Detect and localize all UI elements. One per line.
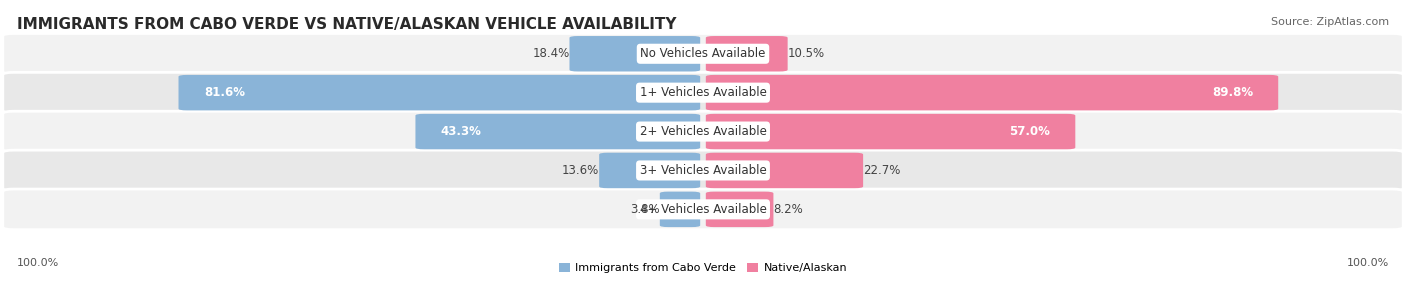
Text: 3.8%: 3.8%	[630, 203, 659, 216]
FancyBboxPatch shape	[3, 189, 1403, 230]
FancyBboxPatch shape	[706, 153, 863, 188]
FancyBboxPatch shape	[706, 114, 1076, 149]
FancyBboxPatch shape	[3, 111, 1403, 152]
Text: 1+ Vehicles Available: 1+ Vehicles Available	[640, 86, 766, 99]
FancyBboxPatch shape	[706, 36, 787, 72]
FancyBboxPatch shape	[659, 192, 700, 227]
FancyBboxPatch shape	[706, 192, 773, 227]
Text: 100.0%: 100.0%	[1347, 258, 1389, 268]
Text: Source: ZipAtlas.com: Source: ZipAtlas.com	[1271, 17, 1389, 27]
FancyBboxPatch shape	[3, 72, 1403, 113]
Text: 18.4%: 18.4%	[533, 47, 569, 60]
Text: 4+ Vehicles Available: 4+ Vehicles Available	[640, 203, 766, 216]
Text: 8.2%: 8.2%	[773, 203, 803, 216]
Text: 57.0%: 57.0%	[1010, 125, 1050, 138]
Text: 2+ Vehicles Available: 2+ Vehicles Available	[640, 125, 766, 138]
FancyBboxPatch shape	[706, 75, 1278, 110]
Text: 10.5%: 10.5%	[787, 47, 825, 60]
Text: No Vehicles Available: No Vehicles Available	[640, 47, 766, 60]
Text: 13.6%: 13.6%	[562, 164, 599, 177]
FancyBboxPatch shape	[415, 114, 700, 149]
FancyBboxPatch shape	[179, 75, 700, 110]
Legend: Immigrants from Cabo Verde, Native/Alaskan: Immigrants from Cabo Verde, Native/Alask…	[554, 259, 852, 278]
Text: 22.7%: 22.7%	[863, 164, 900, 177]
Text: IMMIGRANTS FROM CABO VERDE VS NATIVE/ALASKAN VEHICLE AVAILABILITY: IMMIGRANTS FROM CABO VERDE VS NATIVE/ALA…	[17, 17, 676, 32]
Text: 100.0%: 100.0%	[17, 258, 59, 268]
FancyBboxPatch shape	[3, 150, 1403, 191]
FancyBboxPatch shape	[599, 153, 700, 188]
Text: 89.8%: 89.8%	[1212, 86, 1253, 99]
Text: 81.6%: 81.6%	[204, 86, 245, 99]
FancyBboxPatch shape	[3, 33, 1403, 74]
Text: 43.3%: 43.3%	[440, 125, 482, 138]
FancyBboxPatch shape	[569, 36, 700, 72]
Text: 3+ Vehicles Available: 3+ Vehicles Available	[640, 164, 766, 177]
